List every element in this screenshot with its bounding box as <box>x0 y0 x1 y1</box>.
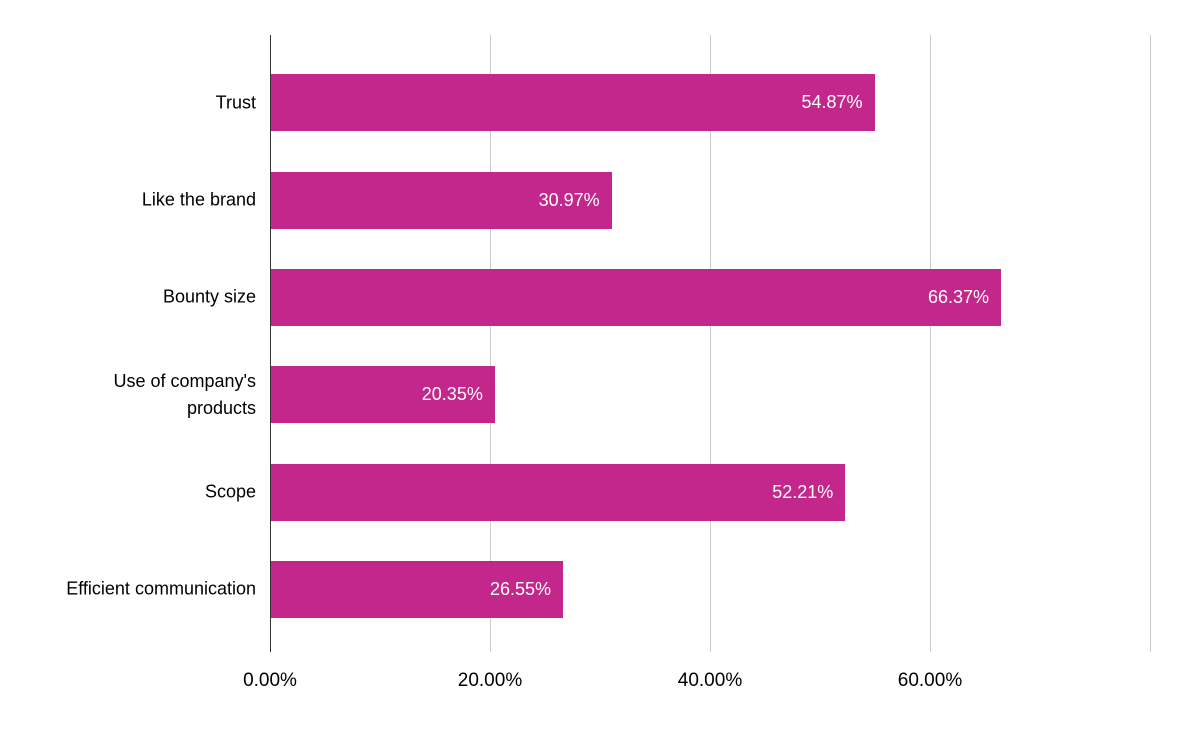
category-label-trust: Trust <box>215 92 256 113</box>
bar-use-of-company-s-products: 20.35% <box>271 366 495 424</box>
bar-scope: 52.21% <box>271 463 846 521</box>
bar-bounty-size: 66.37% <box>271 268 1002 326</box>
gridline <box>930 35 931 652</box>
category-label-bounty-size: Bounty size <box>162 286 256 307</box>
x-tick-label: 40.00% <box>677 670 743 691</box>
category-label-like-the-brand: Like the brand <box>141 189 256 210</box>
category-label-efficient-communication: Efficient communication <box>66 578 256 599</box>
category-label-use-of-company-s-products: Use of company's products <box>113 370 257 418</box>
category-label-scope: Scope <box>204 481 256 502</box>
gridline <box>1150 35 1151 652</box>
x-tick-label: 0.00% <box>243 670 297 691</box>
bar-value-label: 66.37% <box>928 286 990 307</box>
bar-value-label: 26.55% <box>489 578 552 599</box>
gridline <box>490 35 491 652</box>
bar-value-label: 30.97% <box>538 189 600 210</box>
bar-efficient-communication: 26.55% <box>271 560 564 618</box>
x-tick-label: 60.00% <box>897 670 963 691</box>
x-tick-label: 20.00% <box>457 670 523 691</box>
y-axis-line <box>270 35 271 652</box>
bar-like-the-brand: 30.97% <box>271 171 612 229</box>
bar-value-label: 52.21% <box>772 481 834 502</box>
bar-trust: 54.87% <box>271 74 875 132</box>
bar-value-label: 54.87% <box>801 92 863 113</box>
gridline <box>710 35 711 652</box>
plot-area <box>270 35 1151 652</box>
bar-value-label: 20.35% <box>421 384 483 405</box>
